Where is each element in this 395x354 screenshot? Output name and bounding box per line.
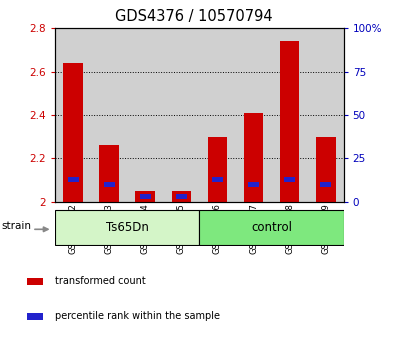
Bar [316, 137, 335, 202]
Bar [64, 63, 83, 202]
Text: transformed count: transformed count [55, 276, 146, 286]
Bar [171, 191, 191, 202]
Bar [208, 137, 228, 202]
Bar [308, 28, 344, 202]
Text: strain: strain [1, 221, 31, 230]
Bar [284, 177, 295, 182]
Bar [27, 278, 43, 285]
Bar [140, 194, 151, 199]
FancyBboxPatch shape [55, 210, 199, 245]
Bar [135, 191, 155, 202]
Bar [199, 28, 235, 202]
Bar [176, 194, 187, 199]
Bar [320, 182, 331, 187]
Bar [55, 28, 91, 202]
Bar [27, 313, 43, 320]
Text: control: control [251, 221, 292, 234]
Bar [280, 41, 299, 202]
Bar [235, 28, 272, 202]
Bar [104, 182, 115, 187]
Bar [68, 177, 79, 182]
Text: Ts65Dn: Ts65Dn [106, 221, 149, 234]
Bar [212, 177, 223, 182]
FancyBboxPatch shape [199, 210, 344, 245]
Bar [127, 28, 164, 202]
Text: GDS4376 / 10570794: GDS4376 / 10570794 [115, 9, 273, 24]
Bar [100, 145, 119, 202]
Text: percentile rank within the sample: percentile rank within the sample [55, 312, 220, 321]
Bar [272, 28, 308, 202]
Bar [164, 28, 199, 202]
Bar [91, 28, 127, 202]
Bar [248, 182, 259, 187]
Bar [244, 113, 263, 202]
